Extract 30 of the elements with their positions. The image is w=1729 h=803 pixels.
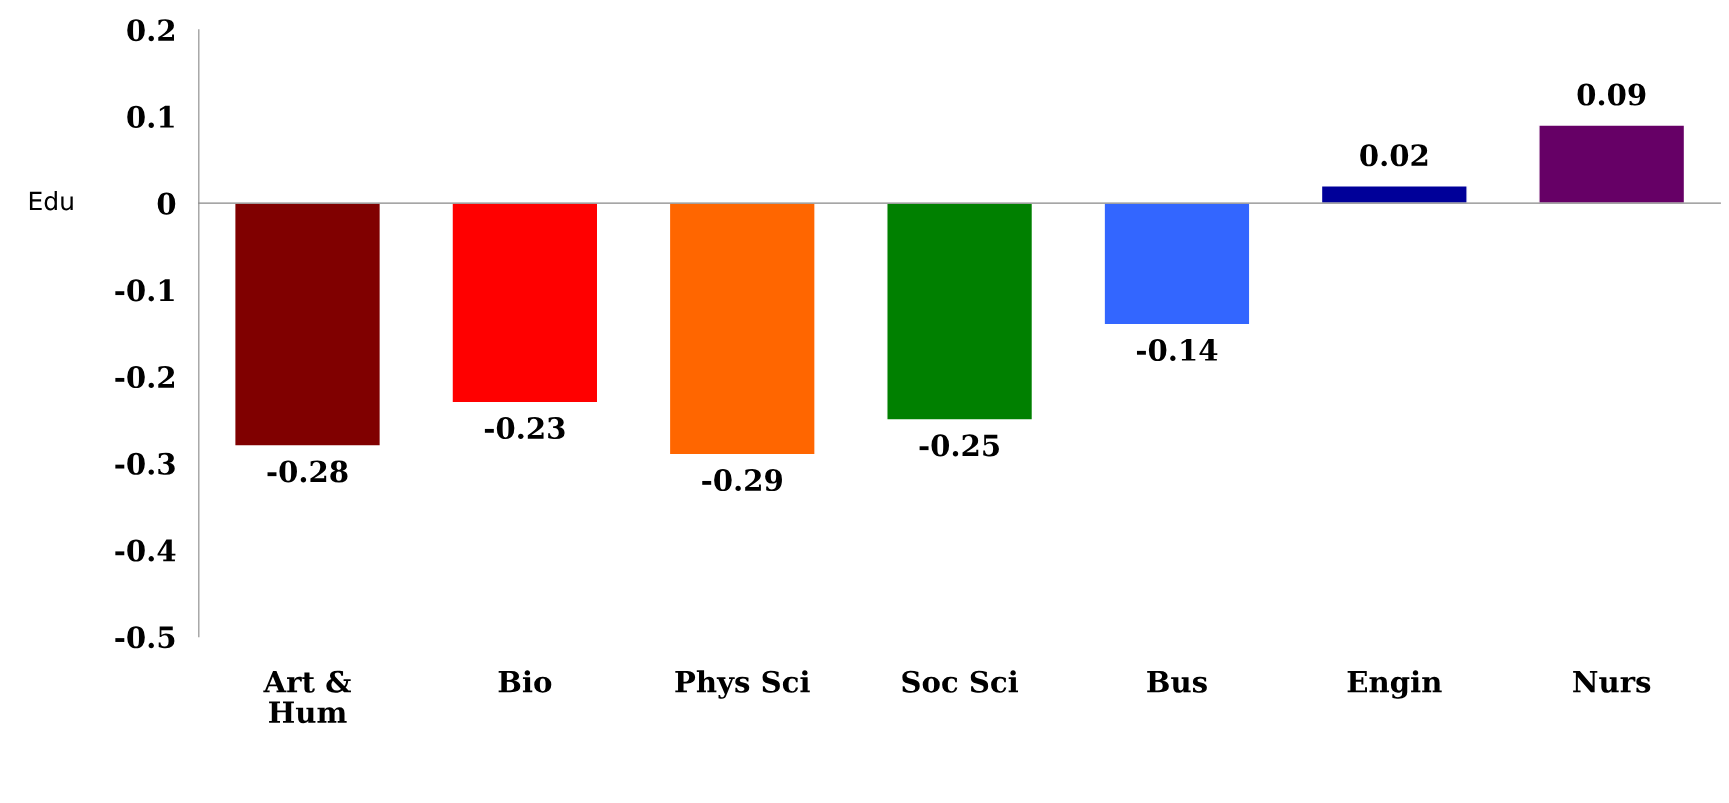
data-label: 0.09 xyxy=(1577,83,1646,106)
x-tick-label: Art & Hum xyxy=(263,670,351,724)
x-tick-label: Engin xyxy=(1347,670,1442,699)
y-tick-label: 0.1 xyxy=(127,105,174,128)
x-tick-label: Soc Sci xyxy=(902,670,1019,693)
bar xyxy=(451,202,599,404)
bar xyxy=(668,202,816,456)
bar xyxy=(1320,185,1468,204)
y-tick-label: -0.5 xyxy=(115,626,175,649)
bar xyxy=(1103,202,1251,326)
x-tick-label: Phys Sci xyxy=(675,670,810,699)
bar xyxy=(886,202,1034,421)
text: Edu xyxy=(29,191,73,211)
y-tick-label: 0 xyxy=(157,192,176,215)
data-label: -0.23 xyxy=(484,417,565,440)
data-label: -0.28 xyxy=(267,460,348,483)
bar xyxy=(234,202,382,447)
data-label: -0.14 xyxy=(1136,338,1218,362)
y-tick-label: 0.2 xyxy=(127,19,174,42)
y-tick-label: -0.1 xyxy=(115,279,174,302)
y-tick-label: -0.3 xyxy=(115,452,175,475)
bar xyxy=(1538,124,1686,204)
y-tick-label: -0.4 xyxy=(115,539,176,562)
x-tick-label: Bio xyxy=(498,670,552,693)
y-tick-label: -0.2 xyxy=(115,366,174,389)
x-tick-label: Bus xyxy=(1147,671,1207,693)
data-label: -0.25 xyxy=(919,434,999,457)
x-tick-label: Nurs xyxy=(1573,671,1651,693)
data-label: 0.02 xyxy=(1360,144,1428,167)
data-label: -0.29 xyxy=(702,469,782,492)
